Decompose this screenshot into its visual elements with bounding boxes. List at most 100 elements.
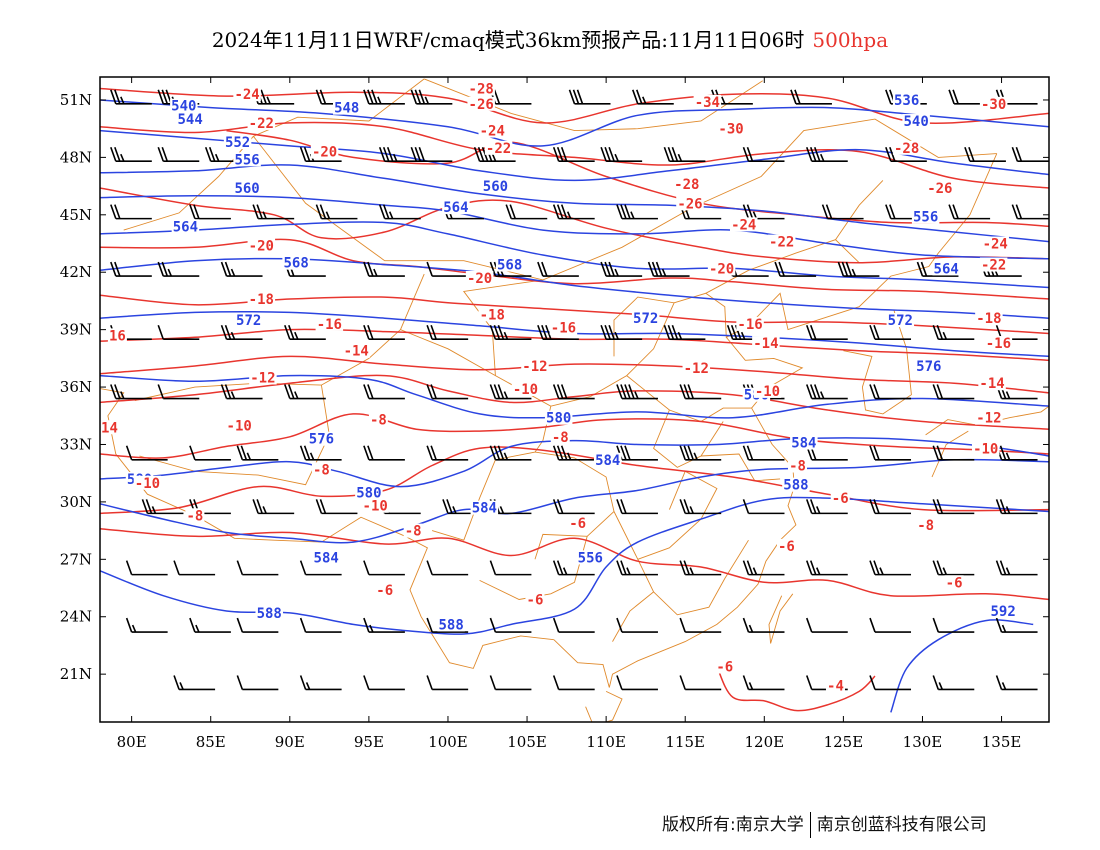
temperature-label: -8 xyxy=(552,430,569,446)
wind-barb xyxy=(869,675,912,691)
temperature-label: -24 xyxy=(234,87,259,103)
label-backdrop xyxy=(752,336,780,351)
label-backdrop xyxy=(788,458,808,473)
label-backdrop xyxy=(307,431,336,446)
geopotential-label: 576 xyxy=(916,359,941,375)
label-backdrop xyxy=(576,550,605,565)
label-backdrop xyxy=(544,410,573,425)
wind-barb xyxy=(236,617,279,633)
wind-barb xyxy=(679,499,722,515)
label-backdrop xyxy=(975,410,1003,425)
label-backdrop xyxy=(247,238,276,253)
label-backdrop xyxy=(511,381,540,396)
label-backdrop xyxy=(247,292,276,307)
x-tick-label: 80E xyxy=(117,733,147,751)
temperature-label: -8 xyxy=(789,459,806,475)
company-text: 南京创蓝科技有限公司 xyxy=(816,815,987,835)
temperature-label: -12 xyxy=(250,370,275,386)
border-line xyxy=(705,239,860,294)
label-backdrop xyxy=(225,418,253,433)
temperature-contour xyxy=(716,666,876,712)
title-text: 2024年11月11日WRF/cmaq模式36km预报产品:11月11日06时 xyxy=(211,28,805,52)
x-tick-label: 135E xyxy=(982,733,1022,751)
label-backdrop xyxy=(310,144,339,159)
label-backdrop xyxy=(550,429,570,444)
wind-barb xyxy=(1011,146,1049,163)
wind-barb xyxy=(869,560,912,576)
geopotential-label: 584 xyxy=(791,436,816,452)
geopotential-contour xyxy=(100,458,1049,544)
wind-barb xyxy=(932,617,975,633)
wind-barb xyxy=(616,384,658,400)
label-backdrop xyxy=(549,320,578,335)
wind-barb xyxy=(236,560,279,576)
wind-barb xyxy=(679,445,722,461)
label-backdrop xyxy=(521,359,549,374)
temperature-label: -30 xyxy=(718,122,743,138)
wind-barb xyxy=(157,324,200,341)
wind-barb xyxy=(426,261,469,277)
wind-barb xyxy=(125,617,168,633)
temperature-label: -14 xyxy=(344,344,369,360)
wind-barb xyxy=(805,560,848,576)
temperature-label: -4 xyxy=(827,679,844,695)
wind-barb xyxy=(552,617,595,633)
wind-barb xyxy=(157,261,200,277)
temperature-label: -10 xyxy=(513,382,538,398)
temperature-label: -20 xyxy=(467,271,492,287)
wind-barb xyxy=(632,89,674,105)
wind-barb xyxy=(1011,204,1049,220)
wind-barb xyxy=(363,89,405,105)
wind-barb xyxy=(600,146,643,163)
wind-barb xyxy=(220,261,263,277)
label-backdrop xyxy=(185,508,205,523)
temperature-label: -14 xyxy=(979,376,1004,392)
temperature-contour xyxy=(100,187,1049,264)
pressure-level: 500hpa xyxy=(812,28,889,52)
wind-barb xyxy=(173,560,216,576)
x-tick-label: 110E xyxy=(586,733,626,751)
wind-barb xyxy=(505,204,548,220)
wind-barb xyxy=(110,384,152,400)
temperature-label: -30 xyxy=(981,97,1006,113)
wind-barb xyxy=(220,324,263,341)
temperature-label: -20 xyxy=(312,145,337,161)
label-backdrop xyxy=(926,181,954,196)
wind-barb xyxy=(552,560,595,576)
wind-barb xyxy=(805,617,848,633)
label-backdrop xyxy=(368,412,388,427)
label-backdrop xyxy=(975,311,1003,326)
border-line xyxy=(768,593,794,644)
label-backdrop xyxy=(830,491,850,506)
temperature-label: -12 xyxy=(976,411,1001,427)
wind-barb xyxy=(410,146,453,163)
wind-barb xyxy=(869,324,912,341)
wind-barb xyxy=(363,445,405,461)
label-backdrop xyxy=(673,177,701,192)
label-backdrop xyxy=(767,234,796,249)
temperature-label: -10 xyxy=(135,476,160,492)
temperature-label: -22 xyxy=(981,258,1006,274)
geopotential-label: 556 xyxy=(578,550,603,566)
footer-divider xyxy=(809,812,811,838)
y-tick-label: 30N xyxy=(60,493,92,511)
temperature-label: -34 xyxy=(695,95,720,111)
wind-barb xyxy=(552,204,595,220)
label-backdrop xyxy=(736,316,764,331)
label-backdrop xyxy=(525,592,545,607)
temperature-label: -24 xyxy=(480,124,505,140)
border-line xyxy=(431,406,552,541)
wind-barb xyxy=(869,617,912,633)
temperature-label: -20 xyxy=(709,261,734,277)
wind-barbs xyxy=(110,89,1049,691)
temperature-label: -16 xyxy=(737,317,762,333)
geopotential-label: 576 xyxy=(309,432,334,448)
wind-barb xyxy=(600,261,643,277)
wind-barb xyxy=(932,560,975,576)
wind-barb xyxy=(363,560,405,576)
wind-barb xyxy=(995,617,1038,633)
temperature-label: -12 xyxy=(684,361,709,377)
label-backdrop xyxy=(312,550,340,565)
geopotential-label: 548 xyxy=(334,101,359,117)
